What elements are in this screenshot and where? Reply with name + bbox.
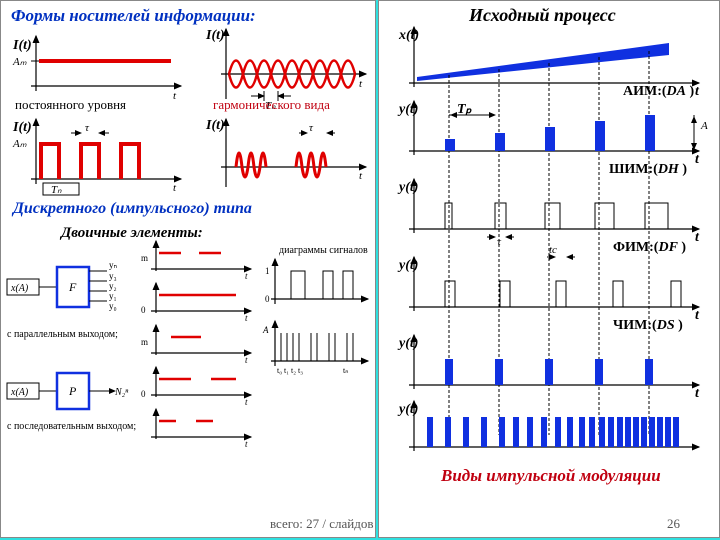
P-label: P: [68, 384, 77, 398]
sig-diag-1: 1 0: [265, 259, 368, 304]
chim-chart: y(t): [397, 401, 699, 451]
left-title: Формы носителей информации:: [11, 6, 256, 25]
m-1: 0: [141, 305, 146, 315]
x-of-t: x(t): [398, 28, 419, 43]
aim-name: АИМ:(DA ): [623, 84, 695, 99]
binary-title: Двоичные элементы:: [59, 225, 203, 241]
Am-label: Aₘ: [12, 56, 27, 68]
I-label-4: I(t): [205, 118, 225, 133]
I-label-3: I(t): [12, 120, 32, 135]
t-r4: t: [695, 386, 700, 401]
yl-n: yₙ: [109, 260, 118, 270]
t-label-2: t: [359, 78, 363, 90]
sig-diag-caption: диаграммы сигналов: [279, 245, 368, 256]
svg-text:1: 1: [265, 266, 270, 276]
tc-r: tс: [549, 244, 557, 256]
t-r2: t: [695, 230, 700, 245]
y-of-t-2: y(t): [397, 180, 418, 195]
yl-1: y₁: [109, 291, 117, 301]
block-parallel: x(A) F yₙ y₃ y₂ y₁ y₀: [7, 260, 118, 311]
tau-label-2: τ: [309, 122, 314, 134]
N2n-label: N₂ⁿ: [114, 387, 129, 398]
y-of-t-1: y(t): [397, 102, 418, 117]
chart-constant: I(t) Aₘ t: [12, 36, 181, 102]
svg-text:t₀ t₁ t₂ t₃: t₀ t₁ t₂ t₃: [277, 366, 303, 375]
m-0: m: [141, 253, 148, 263]
tt-2: t: [245, 355, 248, 365]
right-svg: Исходный процесс x(t) t y(t) t: [379, 1, 719, 537]
serial-caption: с последовательным выходом;: [7, 421, 136, 432]
footer-slides: всего: 27 / слайдов: [270, 516, 373, 532]
y-of-t-5: y(t): [397, 402, 418, 417]
I-label-2: I(t): [205, 28, 225, 43]
aim-chart: y(t) t Tₚ A АИМ:(DA ): [397, 84, 708, 167]
m-3: 0: [141, 389, 146, 399]
chim-name: ЧИМ:(DS ): [613, 318, 683, 333]
harmonic-caption: гармонического вида: [213, 97, 330, 112]
yl-2: y₂: [109, 281, 117, 291]
F-label: F: [68, 280, 77, 294]
tt-0: t: [245, 271, 248, 281]
Tp-label: Tₙ: [51, 184, 62, 196]
left-panel: Формы носителей информации: I(t) Aₘ t по…: [0, 0, 376, 538]
tt-4: t: [245, 439, 248, 449]
I-label: I(t): [12, 38, 32, 53]
Am-label-2: Aₘ: [12, 138, 27, 150]
sig-diag-2: A t₀ t₁ t₂ t₃ tₙ: [262, 321, 368, 375]
svg-text:A: A: [262, 325, 269, 335]
footer-pagenum: 26: [667, 516, 680, 532]
tau-r: τ: [497, 236, 502, 248]
y-of-t-4: y(t): [397, 336, 418, 351]
chart-rect-pulse: I(t) Aₘ t τ Tₙ: [12, 119, 181, 196]
t-r0: t: [695, 84, 700, 99]
y-of-t-3: y(t): [397, 258, 418, 273]
right-panel: Исходный процесс x(t) t y(t) t: [378, 0, 720, 538]
t-label-1: t: [173, 90, 177, 102]
left-svg: Формы носителей информации: I(t) Aₘ t по…: [1, 1, 375, 537]
fim-name: ФИМ:(DF ): [613, 240, 686, 255]
block-serial: x(A) P N₂ⁿ: [7, 373, 129, 409]
t-r1: t: [695, 152, 700, 167]
t-r3: t: [695, 308, 700, 323]
svg-text:0: 0: [265, 294, 270, 304]
xA-1: x(A): [10, 283, 29, 294]
right-title: Исходный процесс: [468, 5, 616, 25]
A-annot: A: [700, 120, 708, 132]
modulation-title: Виды импульсной модуляции: [440, 466, 661, 485]
svg-text:tₙ: tₙ: [343, 366, 348, 375]
parallel-caption: с параллельным выходом;: [7, 329, 118, 340]
discrete-title: Дискретного (импульсного) типа: [11, 200, 252, 217]
tt-1: t: [245, 313, 248, 323]
timing-multi: m t 0 t m t: [141, 241, 251, 449]
xA-2: x(A): [10, 387, 29, 398]
t-label-4: t: [359, 170, 363, 182]
shim-name: ШИМ:(DH ): [609, 162, 687, 177]
yl-3: y₃: [109, 271, 117, 281]
slide: Формы носителей информации: I(t) Aₘ t по…: [0, 0, 720, 540]
constant-caption: постоянного уровня: [15, 97, 126, 112]
m-2: m: [141, 337, 148, 347]
t-label-3: t: [173, 182, 177, 194]
yl-0: y₀: [109, 301, 117, 311]
chart-wavelet: I(t) t τ: [205, 118, 366, 187]
tau-label: τ: [85, 122, 90, 134]
tt-3: t: [245, 397, 248, 407]
